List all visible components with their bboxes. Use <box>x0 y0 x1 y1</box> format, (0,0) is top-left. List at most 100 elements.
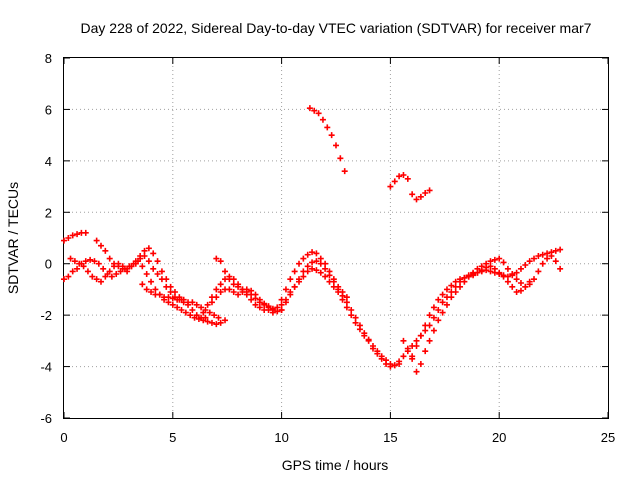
data-point <box>150 265 157 272</box>
data-point <box>322 260 329 267</box>
data-point <box>435 317 442 324</box>
data-point <box>230 289 237 295</box>
data-point <box>119 265 126 272</box>
data-point <box>457 276 464 283</box>
data-point <box>206 309 213 316</box>
data-point <box>174 304 181 311</box>
data-point <box>426 337 433 344</box>
data-point <box>274 308 281 315</box>
data-point <box>504 265 511 272</box>
data-point <box>430 327 437 334</box>
data-point <box>319 116 326 123</box>
data-point <box>154 258 161 265</box>
data-point <box>239 286 246 293</box>
data-point <box>187 312 194 319</box>
axis-ticks: 0 5 10 15 20 25 -6 -4 -2 0 2 4 6 8 <box>40 51 615 445</box>
data-point <box>169 295 176 302</box>
data-point <box>167 283 174 290</box>
data-point <box>291 268 298 275</box>
data-point <box>74 231 81 238</box>
data-point <box>300 268 307 275</box>
data-point <box>287 291 294 298</box>
data-point <box>204 301 211 308</box>
data-point <box>300 273 307 280</box>
data-point <box>69 232 76 239</box>
data-point <box>143 271 150 277</box>
data-point <box>400 353 407 360</box>
data-point <box>517 265 524 272</box>
data-point <box>143 286 150 293</box>
data-point <box>163 276 170 283</box>
data-point <box>213 321 220 328</box>
data-point <box>82 258 89 265</box>
data-point <box>452 278 459 285</box>
data-point <box>178 307 185 313</box>
data-point <box>74 265 81 272</box>
data-point <box>76 260 83 267</box>
y-tick-label: 4 <box>45 154 52 169</box>
data-point <box>343 299 350 306</box>
data-point <box>557 246 564 253</box>
data-point <box>335 283 342 290</box>
y-tick-label: 8 <box>45 51 52 66</box>
data-point <box>213 255 220 262</box>
data-point <box>443 301 450 308</box>
data-point <box>252 301 259 308</box>
data-point <box>287 276 294 283</box>
data-point <box>282 299 289 306</box>
data-point <box>322 265 329 272</box>
data-point <box>217 319 224 326</box>
data-point <box>169 301 176 308</box>
y-tick-label: -6 <box>40 411 52 426</box>
x-tick-label: 10 <box>274 430 288 445</box>
data-point <box>165 294 172 301</box>
data-point <box>165 299 172 306</box>
data-point <box>470 272 477 279</box>
data-point <box>544 255 551 262</box>
data-point <box>513 269 520 276</box>
data-point <box>387 363 394 370</box>
data-point <box>156 291 163 298</box>
data-point <box>158 268 165 275</box>
data-point <box>243 289 250 295</box>
data-point <box>215 314 222 321</box>
data-point <box>396 358 403 365</box>
data-point <box>102 273 109 280</box>
data-point <box>557 265 564 272</box>
data-point <box>496 269 503 276</box>
data-point <box>93 276 100 283</box>
data-point <box>124 268 131 275</box>
data-point <box>443 286 450 293</box>
data-point <box>97 278 104 285</box>
data-point <box>322 273 329 280</box>
data-point <box>296 260 303 267</box>
data-point <box>189 307 196 313</box>
data-point <box>145 245 152 252</box>
series-arc-n <box>409 263 533 360</box>
data-point <box>152 286 159 293</box>
data-point <box>324 124 331 131</box>
data-point <box>413 196 420 203</box>
data-point <box>313 267 320 274</box>
data-point <box>235 283 242 290</box>
data-point <box>413 343 420 349</box>
data-point <box>102 247 109 254</box>
data-point <box>148 278 155 285</box>
data-point <box>361 330 368 337</box>
y-axis-label: SDTVAR / TECUs <box>5 182 21 294</box>
data-point <box>548 253 555 259</box>
data-point <box>80 263 87 270</box>
data-point <box>539 251 546 258</box>
data-point <box>106 255 113 262</box>
data-point <box>348 312 355 319</box>
data-point <box>413 368 420 375</box>
data-point <box>248 291 255 298</box>
data-point <box>200 309 207 316</box>
data-point <box>417 193 424 200</box>
series-arc-k <box>369 246 564 370</box>
data-point <box>145 258 152 265</box>
x-tick-label: 20 <box>492 430 506 445</box>
y-tick-label: 0 <box>45 257 52 272</box>
data-point <box>531 255 538 262</box>
data-point <box>378 355 385 362</box>
